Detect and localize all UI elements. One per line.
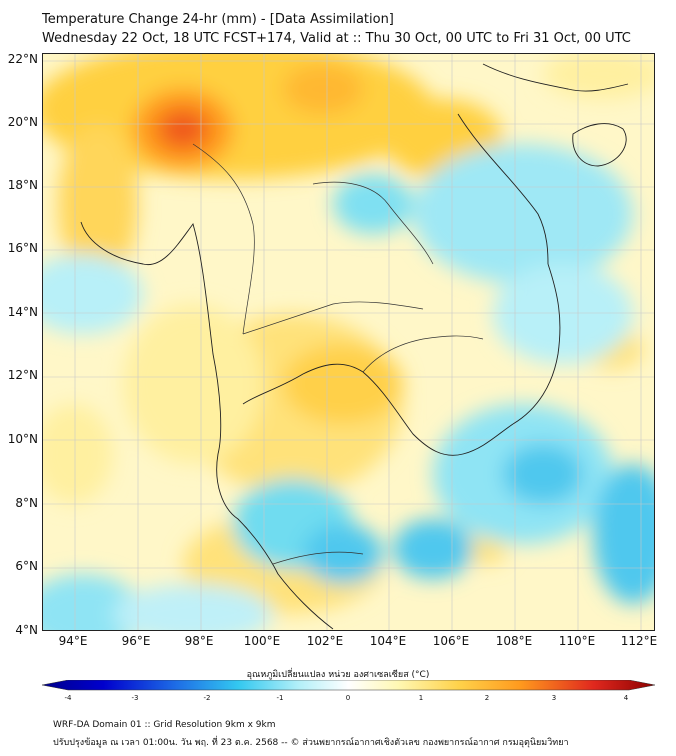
- colorbar-tick: 4: [623, 694, 629, 702]
- lat-tick: 6°N: [15, 559, 38, 573]
- lat-tick: 22°N: [7, 52, 38, 66]
- coastlines: [80, 63, 629, 630]
- colorbar-tick: -3: [131, 694, 139, 702]
- field-blobs: [43, 54, 654, 630]
- colorbar-tick: -4: [64, 694, 72, 702]
- colorbar-tick: 1: [418, 694, 424, 702]
- lon-tick: 98°E: [184, 634, 214, 648]
- graticule: [43, 54, 654, 630]
- footer-credits: ปรับปรุงข้อมูล ณ เวลา 01:00น. วัน พฤ. ที…: [53, 738, 569, 748]
- lat-tick: 10°N: [7, 432, 38, 446]
- map-title: Temperature Change 24-hr (mm) - [Data As…: [42, 12, 394, 27]
- lon-tick: 112°E: [620, 634, 658, 648]
- colorbar-tick: 3: [551, 694, 557, 702]
- lat-tick: 18°N: [7, 178, 38, 192]
- temperature-field: [43, 54, 654, 630]
- colorbar-tick: -2: [203, 694, 211, 702]
- map-subtitle: Wednesday 22 Oct, 18 UTC FCST+174, Valid…: [42, 31, 631, 46]
- lat-tick: 14°N: [7, 305, 38, 319]
- lon-tick: 110°E: [558, 634, 596, 648]
- lon-tick: 94°E: [58, 634, 88, 648]
- borders: [192, 143, 484, 565]
- map-area[interactable]: [42, 53, 655, 631]
- lon-tick: 106°E: [432, 634, 470, 648]
- colorbar-gradient: [42, 680, 655, 691]
- lat-tick: 16°N: [7, 241, 38, 255]
- colorbar-tick: -1: [276, 694, 284, 702]
- colorbar-label: อุณหภูมิเปลี่ยนแปลง หน่วย องศาเซลเซียส (…: [246, 670, 430, 680]
- colorbar-tick: 2: [484, 694, 490, 702]
- colorbar: [42, 680, 655, 691]
- lon-tick: 108°E: [495, 634, 533, 648]
- lon-tick: 100°E: [243, 634, 281, 648]
- lat-tick: 8°N: [15, 496, 38, 510]
- lon-tick: 104°E: [369, 634, 407, 648]
- lat-tick: 12°N: [7, 368, 38, 382]
- colorbar-tick: 0: [345, 694, 351, 702]
- lon-tick: 96°E: [121, 634, 151, 648]
- lat-tick: 4°N: [15, 623, 38, 637]
- footer-model-info: WRF-DA Domain 01 :: Grid Resolution 9km …: [53, 720, 276, 730]
- lat-tick: 20°N: [7, 115, 38, 129]
- lon-tick: 102°E: [306, 634, 344, 648]
